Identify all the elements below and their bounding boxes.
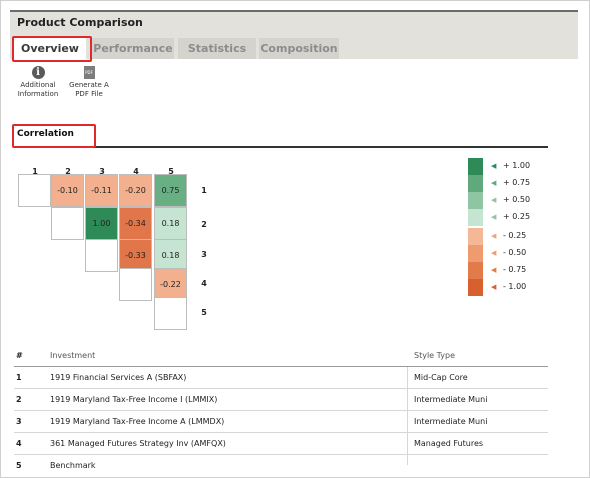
table-row: 3 1919 Maryland Tax-Free Income A (LMMDX…	[14, 411, 548, 433]
legend-label: - 0.75	[503, 265, 527, 274]
correlation-cell: 0.18	[154, 239, 187, 272]
investment-name: Benchmark	[50, 461, 96, 470]
row-number: 3	[16, 417, 22, 426]
style-type: Intermediate Muni	[414, 417, 488, 426]
matrix-column-label: 3	[99, 167, 105, 176]
additional-information-label-line1: Additional	[20, 81, 56, 89]
style-type: Mid-Cap Core	[414, 373, 468, 382]
legend-arrow-icon: ◀	[491, 162, 497, 170]
row-number: 5	[16, 461, 22, 470]
legend-arrow-icon: ◀	[491, 266, 497, 274]
row-number: 2	[16, 395, 22, 404]
correlation-cell	[154, 297, 187, 330]
correlation-cell	[51, 207, 84, 240]
legend-swatch	[468, 209, 483, 226]
legend-label: - 1.00	[503, 282, 527, 291]
legend-arrow-icon: ◀	[491, 249, 497, 257]
generate-pdf-button[interactable]: PDF Generate A PDF File	[62, 66, 116, 99]
legend-swatch	[468, 192, 483, 209]
matrix-row-label: 4	[201, 279, 207, 288]
table-row: 1 1919 Financial Services A (SBFAX) Mid-…	[14, 367, 548, 389]
investment-name: 1919 Financial Services A (SBFAX)	[50, 373, 187, 382]
table-row: 4 361 Managed Futures Strategy Inv (AMFQ…	[14, 433, 548, 455]
tab-statistics[interactable]: Statistics	[178, 38, 256, 59]
style-type: Managed Futures	[414, 439, 484, 448]
tab-performance[interactable]: Performance	[92, 38, 174, 59]
legend-arrow-icon: ◀	[491, 232, 497, 240]
generate-pdf-label-line1: Generate A	[69, 81, 109, 89]
generate-pdf-label-line2: PDF File	[75, 90, 103, 98]
legend-swatch	[468, 279, 483, 296]
legend-arrow-icon: ◀	[491, 196, 497, 204]
pdf-file-icon: PDF	[83, 66, 95, 79]
section-title: Correlation	[17, 129, 74, 139]
correlation-cell: 0.18	[154, 207, 187, 240]
legend-swatch	[468, 245, 483, 262]
row-number: 1	[16, 373, 22, 382]
matrix-column-label: 4	[133, 167, 139, 176]
legend-label: - 0.50	[503, 248, 527, 257]
matrix-column-label: 5	[168, 167, 174, 176]
page-title: Product Comparison	[17, 16, 143, 29]
matrix-row-label: 5	[201, 308, 207, 317]
correlation-cell: 1.00	[85, 207, 118, 240]
additional-information-button[interactable]: i Additional Information	[11, 66, 65, 99]
section-title-highlight	[12, 124, 96, 148]
correlation-cell: -0.34	[119, 207, 152, 240]
style-type: Intermediate Muni	[414, 395, 488, 404]
legend-swatch	[468, 158, 483, 175]
matrix-column-label: 1	[32, 167, 38, 176]
legend-swatch	[468, 175, 483, 192]
matrix-row-label: 1	[201, 186, 207, 195]
correlation-cell: -0.11	[85, 174, 118, 207]
correlation-cell	[18, 174, 51, 207]
row-number: 4	[16, 439, 22, 448]
title-bar: Product Comparison	[10, 10, 578, 36]
matrix-row-label: 3	[201, 250, 207, 259]
table-column-divider	[407, 367, 408, 465]
tab-overview[interactable]: Overview	[14, 38, 86, 59]
legend-label: + 1.00	[503, 161, 531, 170]
active-tab-highlight	[12, 36, 92, 62]
column-header-number: #	[16, 351, 23, 360]
table-row: 2 1919 Maryland Tax-Free Income I (LMMIX…	[14, 389, 548, 411]
additional-information-label-line2: Information	[17, 90, 59, 98]
legend-label: + 0.75	[503, 178, 531, 187]
legend-label: + 0.25	[503, 212, 531, 221]
matrix-column-label: 2	[65, 167, 71, 176]
correlation-cell	[119, 268, 152, 301]
table-header-row: # Investment Style Type	[14, 345, 548, 367]
legend-arrow-icon: ◀	[491, 213, 497, 221]
correlation-section-header: Correlation	[14, 124, 548, 148]
correlation-cell	[85, 239, 118, 272]
tab-composition[interactable]: Composition	[259, 38, 339, 59]
column-header-investment: Investment	[50, 351, 96, 360]
legend-arrow-icon: ◀	[491, 283, 497, 291]
investment-name: 1919 Maryland Tax-Free Income A (LMMDX)	[50, 417, 225, 426]
table-row: 5 Benchmark	[14, 455, 548, 476]
legend-swatch	[468, 228, 483, 245]
legend-label: - 0.25	[503, 231, 527, 240]
legend-label: + 0.50	[503, 195, 531, 204]
legend-swatch	[468, 262, 483, 279]
correlation-cell: -0.20	[119, 174, 152, 207]
investment-name: 1919 Maryland Tax-Free Income I (LMMIX)	[50, 395, 218, 404]
info-icon: i	[31, 66, 45, 79]
correlation-cell: -0.10	[51, 174, 84, 207]
investment-name: 361 Managed Futures Strategy Inv (AMFQX)	[50, 439, 226, 448]
column-header-style-type: Style Type	[414, 351, 456, 360]
legend-arrow-icon: ◀	[491, 179, 497, 187]
correlation-cell: 0.75	[154, 174, 187, 207]
matrix-row-label: 2	[201, 220, 207, 229]
